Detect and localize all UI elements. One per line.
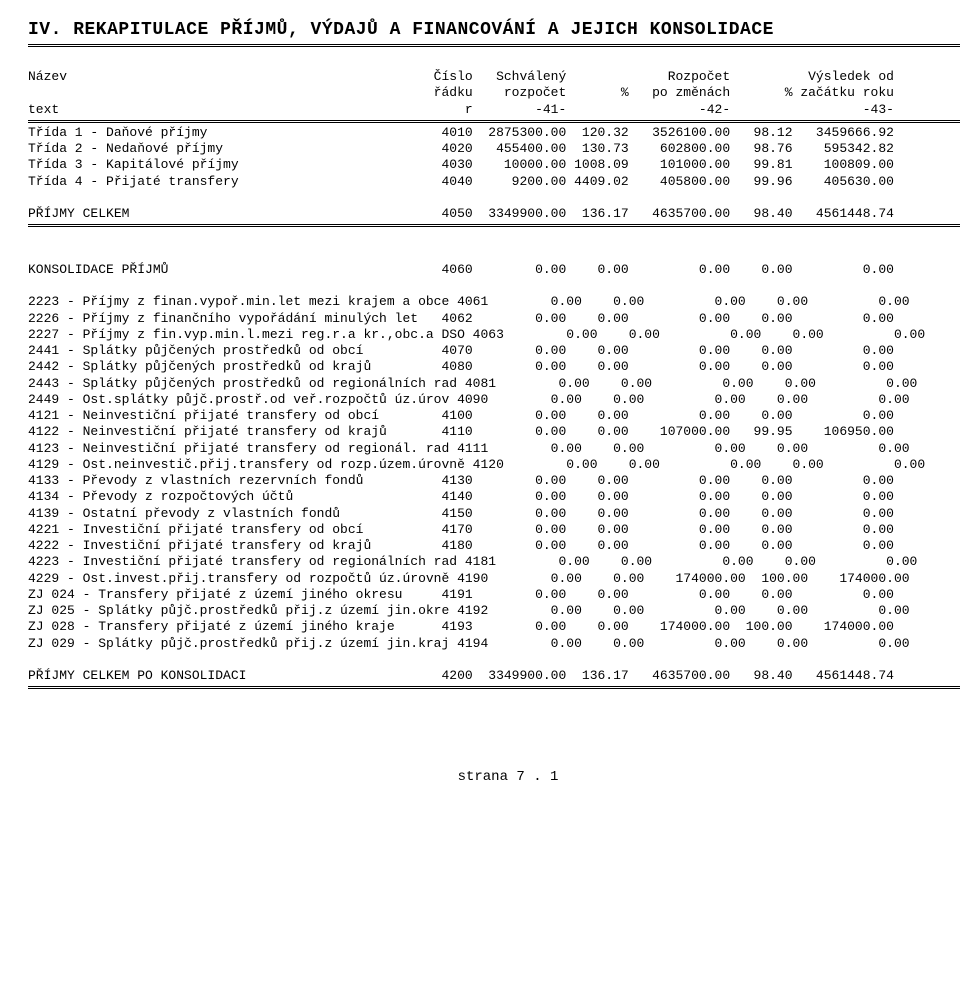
page-title: IV. REKAPITULACE PŘÍJMŮ, VÝDAJŮ A FINANC…: [28, 20, 960, 40]
table-header: Název Číslo Schválený Rozpočet Výsledek …: [28, 69, 960, 118]
section-2-total: PŘÍJMY CELKEM PO KONSOLIDACI 4200 334990…: [28, 668, 960, 684]
rule-header: [28, 120, 960, 123]
section-2-header: KONSOLIDACE PŘÍJMŮ 4060 0.00 0.00 0.00 0…: [28, 262, 960, 278]
page-footer: strana 7 . 1: [28, 769, 960, 785]
rule-section1: [28, 224, 960, 227]
rule-section2: [28, 686, 960, 689]
section-1-rows: Třída 1 - Daňové příjmy 4010 2875300.00 …: [28, 125, 960, 190]
section-2-rows: 2223 - Příjmy z finan.vypoř.min.let mezi…: [28, 294, 960, 652]
section-1-total: PŘÍJMY CELKEM 4050 3349900.00 136.17 463…: [28, 206, 960, 222]
rule-top: [28, 44, 960, 47]
